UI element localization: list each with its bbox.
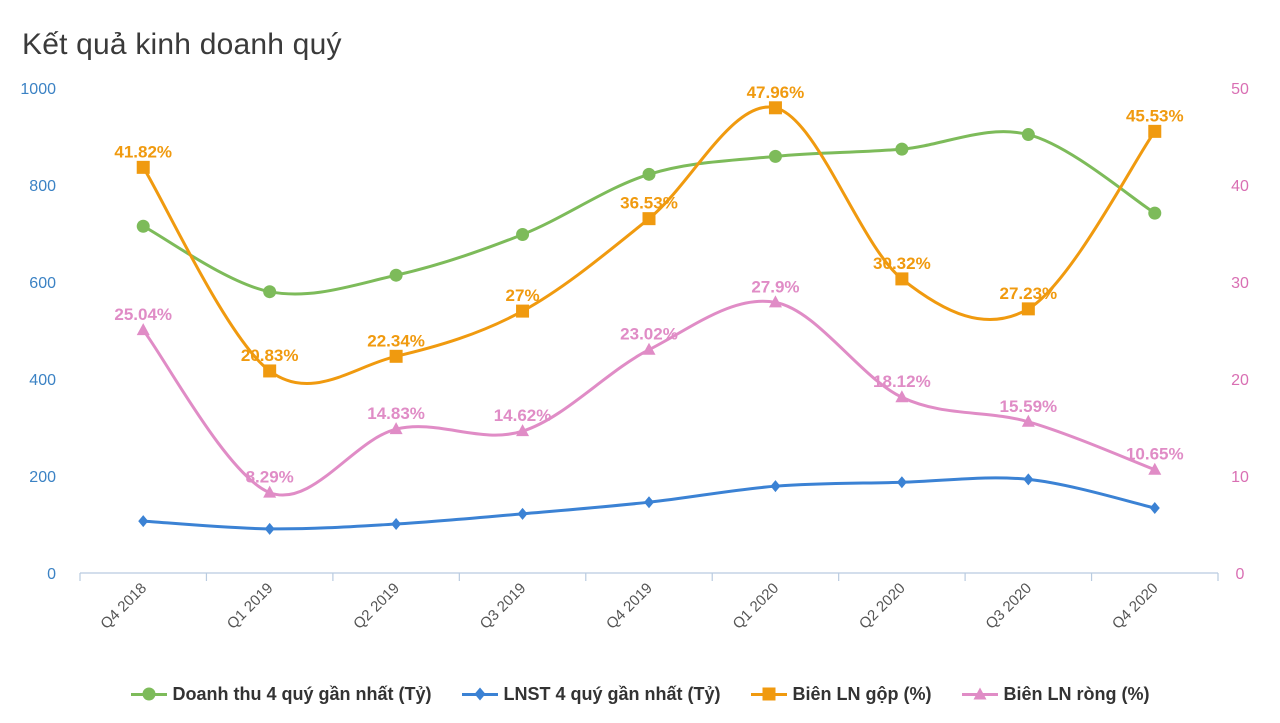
data-label: 27.23% (999, 284, 1057, 303)
legend-swatch (961, 686, 998, 702)
data-label: 8.29% (246, 468, 294, 487)
data-point (896, 476, 907, 489)
legend-item: Doanh thu 4 quý gần nhất (Tỷ) (130, 683, 432, 705)
data-point (768, 149, 782, 163)
data-point (264, 522, 275, 535)
data-label: 15.59% (999, 397, 1057, 416)
y-right-tick-label: 0 (1236, 566, 1245, 583)
data-point (1148, 462, 1162, 475)
y-left-tick-label: 0 (47, 566, 56, 583)
series-markers (136, 101, 1162, 535)
data-point (1021, 302, 1035, 316)
chart-legend: Doanh thu 4 quý gần nhất (Tỷ) LNST 4 quý … (0, 680, 1280, 708)
legend-item: Biên LN ròng (%) (961, 683, 1150, 705)
data-point (642, 212, 656, 226)
y-left-tick-label: 800 (29, 178, 56, 195)
data-point (389, 349, 403, 363)
data-labels: 25.04% 8.29% 14.83% 14.62% 23.02% 27.9% 18.12%… (114, 83, 1183, 487)
y-right-tick-label: 20 (1231, 372, 1249, 389)
data-point (1148, 206, 1162, 220)
data-label: 30.32% (873, 254, 931, 273)
data-point (770, 480, 781, 493)
data-point (1023, 473, 1034, 486)
legend-swatch (130, 686, 167, 702)
data-point (136, 219, 150, 233)
data-label: 22.34% (367, 331, 425, 350)
y-right-tick-label: 50 (1231, 81, 1249, 98)
y-right-tick-label: 10 (1231, 469, 1249, 486)
data-label: 14.62% (494, 406, 552, 425)
legend-item: Biên LN gộp (%) (750, 683, 932, 705)
data-label: 27% (506, 286, 540, 305)
chart-title: Kết quả kinh doanh quý (22, 28, 342, 61)
data-point (516, 304, 530, 318)
data-point (642, 167, 656, 181)
data-point (136, 323, 150, 336)
x-tick-label: Q1 2020 (730, 580, 783, 633)
data-label: 14.83% (367, 404, 425, 423)
data-point (136, 160, 150, 174)
x-tick-label: Q4 2020 (1109, 580, 1162, 633)
data-point (389, 422, 403, 435)
y-right-tick-label: 30 (1231, 275, 1249, 292)
x-tick-label: Q3 2019 (477, 580, 530, 633)
data-point (263, 485, 277, 498)
data-point (895, 390, 909, 403)
data-point (1021, 414, 1035, 427)
x-tick-label: Q2 2020 (856, 580, 909, 633)
data-point (1149, 502, 1160, 515)
data-label: 10.65% (1126, 445, 1184, 464)
series-line (141, 299, 1157, 497)
data-point (263, 364, 277, 378)
data-point (389, 268, 403, 282)
data-label: 25.04% (114, 305, 172, 324)
data-point (642, 342, 656, 355)
legend-swatch (750, 686, 787, 702)
data-point (895, 272, 909, 286)
y-left-tick-label: 200 (29, 469, 56, 486)
data-point (517, 507, 528, 520)
data-label: 20.83% (241, 346, 299, 365)
data-label: 41.82% (114, 142, 172, 161)
y-right-tick-label: 40 (1231, 178, 1249, 195)
legend-label: Doanh thu 4 quý gần nhất (Tỷ) (172, 683, 432, 704)
data-label: 45.53% (1126, 106, 1184, 125)
y-left-tick-label: 400 (29, 372, 56, 389)
data-point (644, 496, 654, 509)
data-point (516, 424, 530, 437)
x-tick-label: Q1 2019 (224, 580, 277, 633)
data-point (1148, 124, 1162, 138)
data-point (768, 101, 782, 115)
series-line (141, 105, 1157, 386)
data-label: 36.53% (620, 194, 678, 213)
data-label: 47.96% (747, 83, 805, 102)
legend-label: Biên LN ròng (%) (1003, 683, 1150, 704)
data-point (263, 285, 277, 299)
data-point (138, 515, 149, 528)
y-left-tick-label: 1000 (20, 81, 56, 98)
legend-swatch (461, 686, 498, 702)
legend-label: Biên LN gộp (%) (792, 683, 932, 704)
data-point (1021, 128, 1035, 142)
data-point (391, 518, 402, 531)
data-label: 18.12% (873, 372, 931, 391)
x-tick-label: Q4 2018 (97, 580, 150, 633)
data-point (768, 295, 782, 308)
data-point (516, 227, 530, 241)
y-left-tick-label: 600 (29, 275, 56, 292)
x-tick-label: Q4 2019 (603, 580, 656, 633)
data-label: 23.02% (620, 325, 678, 344)
legend-label: LNST 4 quý gần nhất (Tỷ) (503, 683, 721, 704)
x-tick-label: Q3 2020 (982, 580, 1035, 633)
legend-item: LNST 4 quý gần nhất (Tỷ) (461, 683, 721, 705)
data-label: 27.9% (751, 277, 799, 296)
x-tick-label: Q2 2019 (350, 580, 403, 633)
data-point (895, 142, 909, 156)
